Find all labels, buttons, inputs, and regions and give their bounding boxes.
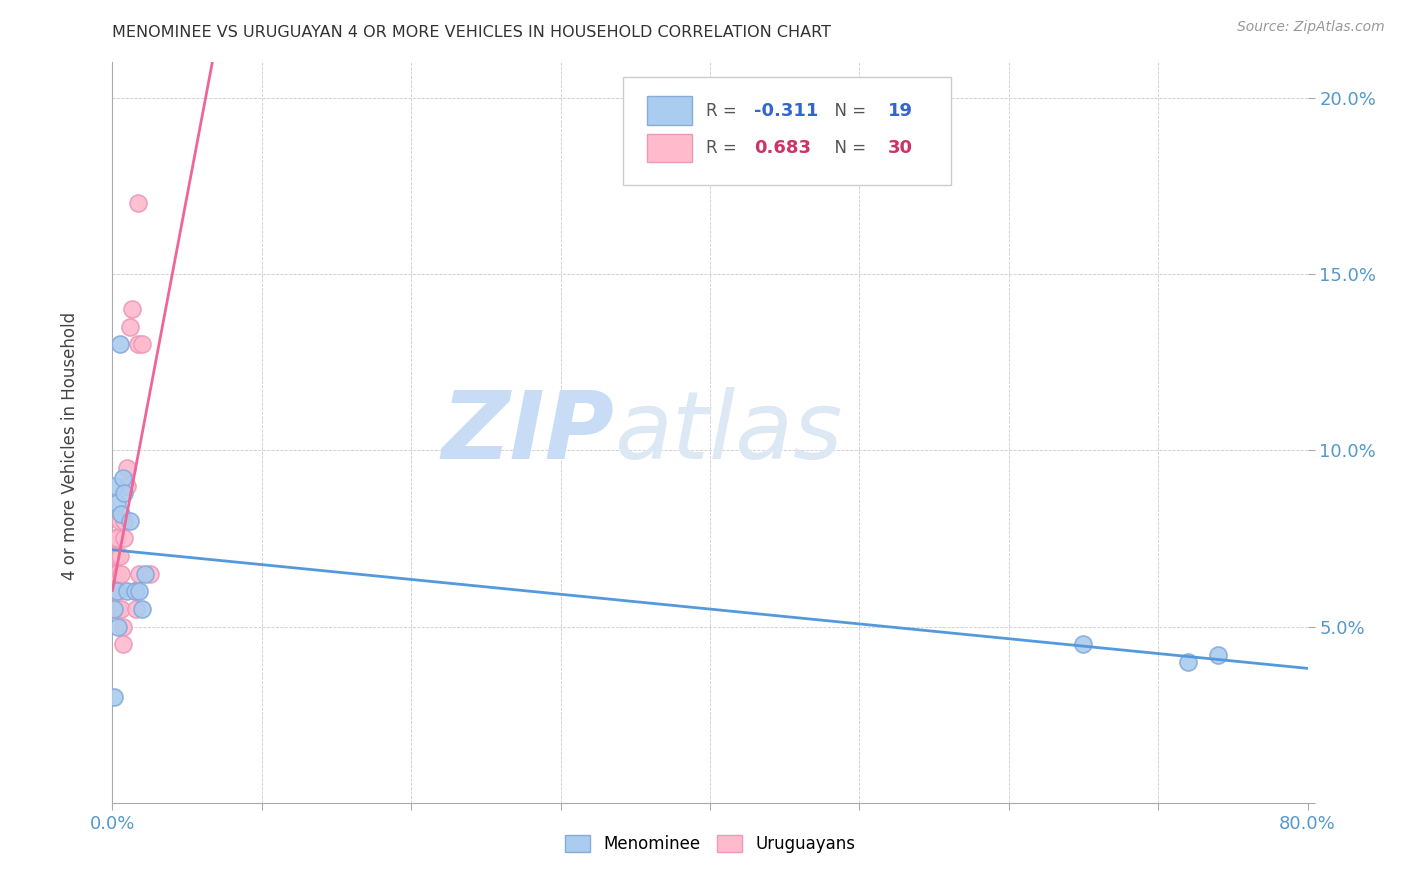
Point [121, 302, 143, 317]
Text: 30: 30 [889, 138, 912, 157]
Bar [647, 134, 692, 161]
Point [103, 602, 125, 616]
Point [131, 337, 153, 351]
Point [104, 584, 127, 599]
Point [1177, 655, 1199, 669]
Point [111, 471, 134, 485]
Point [110, 602, 132, 616]
Point [125, 602, 148, 616]
Point [131, 602, 153, 616]
Legend: Menominee, Uruguayans: Menominee, Uruguayans [557, 826, 863, 861]
Text: -0.311: -0.311 [754, 102, 818, 120]
Point [104, 549, 127, 563]
Point [104, 478, 127, 492]
Text: atlas: atlas [614, 387, 842, 478]
Text: 4 or more Vehicles in Household: 4 or more Vehicles in Household [62, 312, 79, 580]
Point [107, 619, 129, 633]
Point [134, 566, 156, 581]
Point [105, 496, 128, 510]
Text: 0.683: 0.683 [754, 138, 811, 157]
Point [103, 602, 125, 616]
Point [103, 690, 125, 704]
Text: N =: N = [824, 138, 870, 157]
Point [111, 637, 134, 651]
Point [105, 566, 128, 581]
Text: MENOMINEE VS URUGUAYAN 4 OR MORE VEHICLES IN HOUSEHOLD CORRELATION CHART: MENOMINEE VS URUGUAYAN 4 OR MORE VEHICLE… [112, 26, 831, 40]
Point [110, 507, 132, 521]
Point [120, 319, 142, 334]
Point [128, 566, 150, 581]
FancyBboxPatch shape [623, 78, 952, 185]
Point [105, 549, 128, 563]
Point [117, 584, 139, 599]
Point [111, 619, 134, 633]
Text: 19: 19 [889, 102, 912, 120]
Point [107, 584, 129, 599]
Text: Source: ZipAtlas.com: Source: ZipAtlas.com [1237, 20, 1385, 34]
Point [108, 337, 131, 351]
Bar [647, 96, 692, 125]
Point [1073, 637, 1095, 651]
Point [108, 514, 131, 528]
Text: R =: R = [706, 138, 742, 157]
Point [127, 196, 149, 211]
Point [127, 337, 149, 351]
Point [114, 532, 135, 546]
Text: N =: N = [824, 102, 870, 120]
Point [128, 584, 150, 599]
Point [124, 584, 146, 599]
Point [139, 566, 162, 581]
Point [107, 602, 129, 616]
Text: ZIP: ZIP [441, 386, 614, 479]
Point [120, 514, 142, 528]
Point [110, 566, 132, 581]
Point [114, 514, 135, 528]
Point [124, 584, 146, 599]
Point [117, 461, 139, 475]
Point [117, 478, 139, 492]
Point [105, 584, 128, 599]
Point [1206, 648, 1229, 662]
Point [103, 566, 125, 581]
Point [114, 485, 135, 500]
Text: R =: R = [706, 102, 742, 120]
Point [103, 532, 125, 546]
Point [105, 532, 128, 546]
Point [104, 566, 127, 581]
Point [108, 549, 131, 563]
